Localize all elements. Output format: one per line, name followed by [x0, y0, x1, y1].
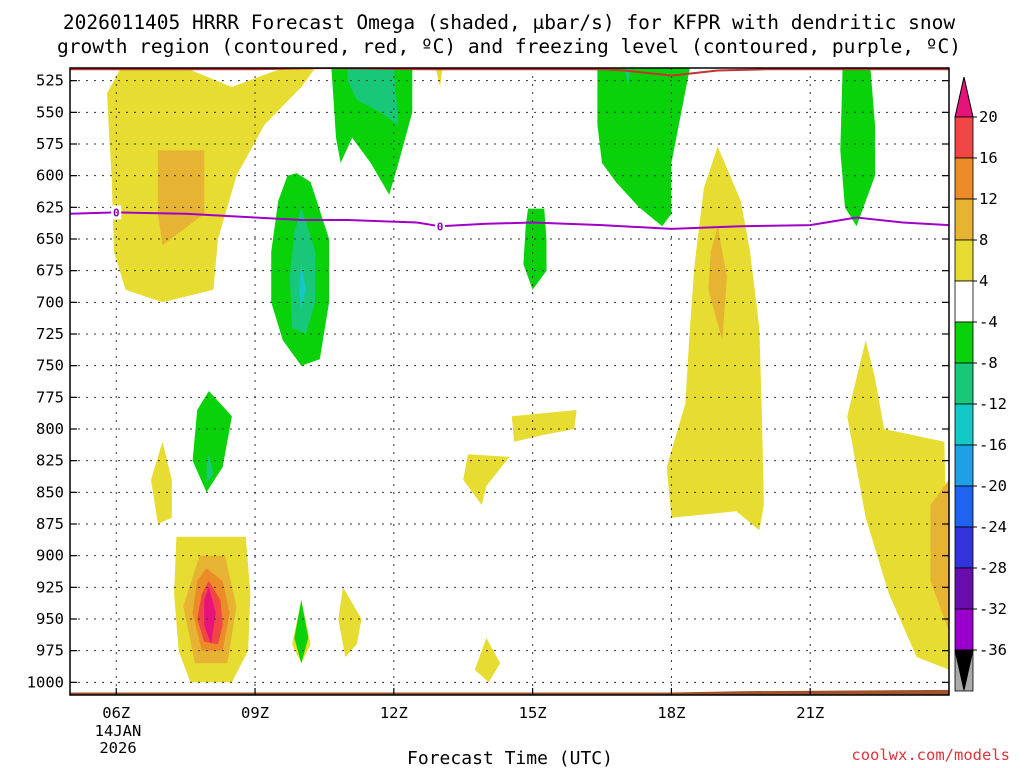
colorbar-tick-label: 8 — [979, 231, 988, 249]
axes: 525 550 575 600 625 650 675 700 725 750 775 800 825 8… — [27, 67, 950, 722]
credit-link[interactable]: coolwx.com/models — [851, 746, 1010, 764]
omega-region-teal-11z-top — [347, 68, 399, 125]
colorbar-tick-label: 16 — [979, 149, 998, 167]
plot-area: 00 — [70, 68, 949, 695]
omega-region-yellow-11z-bottom — [338, 587, 362, 657]
freezing-level-label: 0 — [113, 206, 120, 219]
y-tick-label: 650 — [36, 230, 64, 248]
colorbar-tick-label: -28 — [979, 559, 1007, 577]
omega-region-teal-08z-low — [206, 454, 214, 484]
omega-region-yellow-upper-left — [107, 68, 316, 303]
x-tick-label: 15Z — [519, 704, 547, 722]
y-tick-label: 625 — [36, 198, 64, 216]
omega-region-yellow-15z-low — [511, 410, 577, 442]
colorbar-box — [954, 321, 974, 364]
colorbar-under-triangle — [954, 649, 974, 691]
x-axis-label: Forecast Time (UTC) — [407, 748, 613, 768]
colorbar-tick-label: 4 — [979, 272, 988, 290]
freezing-level-label: 0 — [437, 220, 444, 233]
colorbar-tick-label: -12 — [979, 395, 1007, 413]
colorbar-box — [954, 526, 974, 569]
dgz-contour — [70, 68, 949, 77]
colorbar-box — [954, 485, 974, 528]
plot-frame — [69, 67, 950, 696]
y-tick-label: 825 — [36, 452, 64, 470]
y-tick-label: 925 — [36, 578, 64, 596]
y-tick-label: 600 — [36, 167, 64, 185]
x-tick-label: 09Z — [241, 704, 269, 722]
omega-region-green-15z — [523, 208, 547, 290]
colorbar-box — [954, 444, 974, 487]
y-tick-label: 550 — [36, 103, 64, 121]
omega-region-green-08z-low — [192, 391, 232, 493]
x-tick-label: 21Z — [796, 704, 824, 722]
colorbar-tick-label: -4 — [979, 313, 998, 331]
colorbar-tick-label: 20 — [979, 108, 998, 126]
y-tick-label: 850 — [36, 483, 64, 501]
colorbar-box — [954, 280, 974, 323]
freezing-label-bg — [111, 205, 122, 220]
y-tick-label: 700 — [36, 293, 64, 311]
colorbar-tick-label: -36 — [979, 641, 1007, 659]
omega-region-cyan-09z-mid — [299, 264, 306, 309]
omega-region-yellow-12z-drip — [435, 68, 443, 87]
date-label-year: 2026 — [99, 739, 136, 757]
chart-title-line1: 2026011405 HRRR Forecast Omega (shaded, … — [63, 11, 955, 34]
date-label-day: 14JAN — [95, 722, 142, 740]
colorbar-box — [954, 362, 974, 405]
colorbar-box — [954, 239, 974, 282]
omega-region-orange-upper-left — [157, 150, 205, 246]
colorbar-tick-label: -24 — [979, 518, 1007, 536]
colorbar-box — [954, 403, 974, 446]
y-tick-label: 750 — [36, 357, 64, 375]
omega-region-teal-17z-top — [625, 68, 630, 87]
omega-region-yellow-14z-bottom — [474, 638, 501, 683]
y-tick-label: 950 — [36, 610, 64, 628]
colorbar-tick-label: -32 — [979, 600, 1007, 618]
omega-region-orange-23z-low — [930, 479, 949, 632]
omega-region-green-17z-top — [597, 68, 690, 227]
omega-region-yellow-22z-low — [847, 340, 949, 670]
gridlines — [70, 68, 949, 695]
y-tick-label: 1000 — [27, 673, 64, 691]
colorbar-over-triangle — [954, 76, 974, 118]
y-tick-label: 725 — [36, 325, 64, 343]
colorbar-tick-label: -20 — [979, 477, 1007, 495]
y-tick-label: 675 — [36, 262, 64, 280]
colorbar-tick-label: 12 — [979, 190, 998, 208]
omega-region-yellow-14z-low — [463, 454, 510, 505]
x-tick-label: 06Z — [102, 704, 130, 722]
colorbar-tick-label: -16 — [979, 436, 1007, 454]
y-tick-label: 775 — [36, 388, 64, 406]
x-tick-label: 12Z — [380, 704, 408, 722]
omega-region-orange-19z — [708, 226, 727, 341]
omega-region-yellow-07z-low — [151, 441, 172, 524]
freezing-label-bg — [435, 219, 446, 234]
y-tick-label: 525 — [36, 72, 64, 90]
y-tick-label: 975 — [36, 642, 64, 660]
surface-ground — [70, 689, 949, 695]
colorbar-box — [954, 157, 974, 200]
colorbar-box — [954, 116, 974, 159]
y-tick-label: 800 — [36, 420, 64, 438]
omega-region-green-22z-top — [840, 68, 875, 227]
y-tick-label: 900 — [36, 547, 64, 565]
colorbar-box — [954, 608, 974, 651]
y-tick-label: 875 — [36, 515, 64, 533]
colorbar: -36 -32 -28 -24 -20 -16 -12 -8 -4 4 8 12 16 20 — [954, 76, 1007, 692]
omega-region-yellow-19z — [666, 146, 764, 531]
shaded-regions: 00 — [70, 68, 949, 695]
omega-region-green-10z-bottom — [294, 600, 309, 664]
chart-title-line2: growth region (contoured, red, ºC) and f… — [57, 35, 961, 58]
colorbar-box — [954, 198, 974, 241]
y-tick-label: 575 — [36, 135, 64, 153]
colorbar-tick-label: -8 — [979, 354, 998, 372]
x-tick-label: 18Z — [657, 704, 685, 722]
freezing-level-line — [70, 211, 949, 230]
omega-region-magenta-08z-bottom — [204, 587, 216, 645]
colorbar-box — [954, 567, 974, 610]
